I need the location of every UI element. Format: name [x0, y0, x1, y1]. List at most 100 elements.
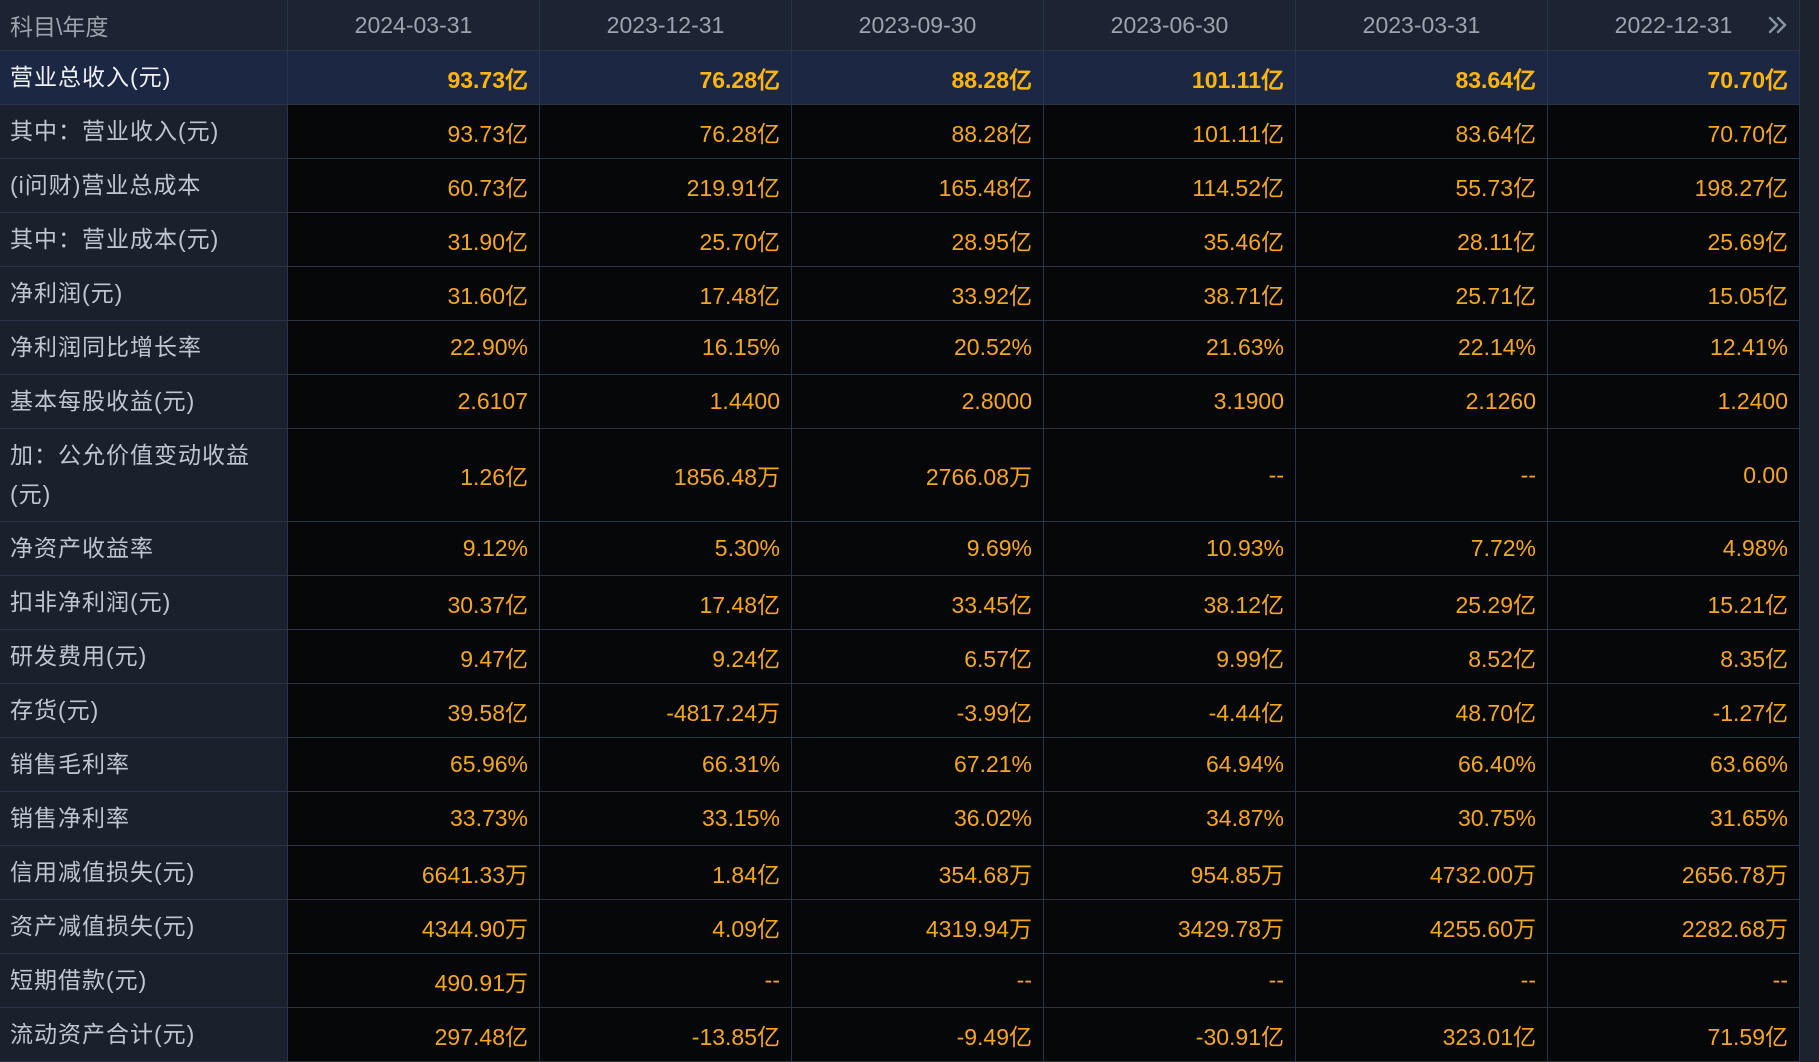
column-header: 2023-06-30	[1044, 0, 1296, 51]
value-cell: 114.52亿	[1044, 159, 1296, 213]
row-label[interactable]: 净资产收益率	[0, 522, 288, 576]
column-header-date: 2022-12-31	[1614, 11, 1733, 38]
value-cell: 31.65%	[1548, 792, 1800, 846]
value-cell: 4344.90万	[288, 900, 540, 954]
value-cell: -13.85亿	[540, 1008, 792, 1062]
value-cell: 28.11亿	[1296, 213, 1548, 267]
value-cell: 63.66%	[1548, 738, 1800, 792]
value-cell: 83.64亿	[1296, 51, 1548, 105]
row-label[interactable]: 净利润同比增长率	[0, 321, 288, 375]
value-cell: 165.48亿	[792, 159, 1044, 213]
value-cell: 1856.48万	[540, 429, 792, 522]
row-label[interactable]: 流动资产合计(元)	[0, 1008, 288, 1062]
row-label[interactable]: 其中：营业收入(元)	[0, 105, 288, 159]
value-cell: 7.72%	[1296, 522, 1548, 576]
row-label[interactable]: 信用减值损失(元)	[0, 846, 288, 900]
value-cell: 30.37亿	[288, 576, 540, 630]
value-cell: 31.60亿	[288, 267, 540, 321]
value-cell: 8.35亿	[1548, 630, 1800, 684]
value-cell: 83.64亿	[1296, 105, 1548, 159]
value-cell: 4.09亿	[540, 900, 792, 954]
row-label[interactable]: 销售净利率	[0, 792, 288, 846]
value-cell: 21.63%	[1044, 321, 1296, 375]
row-label[interactable]: 净利润(元)	[0, 267, 288, 321]
value-cell: 17.48亿	[540, 576, 792, 630]
row-label[interactable]: 其中：营业成本(元)	[0, 213, 288, 267]
row-label[interactable]: 加：公允价值变动收益(元)	[0, 429, 288, 522]
value-cell: 36.02%	[792, 792, 1044, 846]
value-cell: 198.27亿	[1548, 159, 1800, 213]
row-label[interactable]: 短期借款(元)	[0, 954, 288, 1008]
value-cell: 66.40%	[1296, 738, 1548, 792]
value-cell: -4.44亿	[1044, 684, 1296, 738]
value-cell: 101.11亿	[1044, 105, 1296, 159]
column-header: 2023-12-31	[540, 0, 792, 51]
value-cell: 297.48亿	[288, 1008, 540, 1062]
row-label[interactable]: (i问财)营业总成本	[0, 159, 288, 213]
value-cell: 2.6107	[288, 375, 540, 429]
column-header: 2022-12-31	[1548, 0, 1800, 51]
value-cell: 354.68万	[792, 846, 1044, 900]
row-label[interactable]: 销售毛利率	[0, 738, 288, 792]
value-cell: 88.28亿	[792, 105, 1044, 159]
value-cell: 3.1900	[1044, 375, 1296, 429]
column-header: 2023-03-31	[1296, 0, 1548, 51]
value-cell: --	[1044, 429, 1296, 522]
value-cell: 67.21%	[792, 738, 1044, 792]
value-cell: --	[1296, 429, 1548, 522]
row-label[interactable]: 营业总收入(元)	[0, 51, 288, 105]
value-cell: 64.94%	[1044, 738, 1296, 792]
value-cell: 10.93%	[1044, 522, 1296, 576]
value-cell: 6.57亿	[792, 630, 1044, 684]
row-label[interactable]: 资产减值损失(元)	[0, 900, 288, 954]
value-cell: 35.46亿	[1044, 213, 1296, 267]
column-header: 2024-03-31	[288, 0, 540, 51]
value-cell: 2.1260	[1296, 375, 1548, 429]
value-cell: 76.28亿	[540, 51, 792, 105]
value-cell: 9.69%	[792, 522, 1044, 576]
column-header-date: 2023-12-31	[606, 11, 725, 38]
value-cell: 66.31%	[540, 738, 792, 792]
value-cell: 4255.60万	[1296, 900, 1548, 954]
value-cell: --	[540, 954, 792, 1008]
value-cell: 101.11亿	[1044, 51, 1296, 105]
row-label[interactable]: 扣非净利润(元)	[0, 576, 288, 630]
value-cell: 8.52亿	[1296, 630, 1548, 684]
value-cell: 4319.94万	[792, 900, 1044, 954]
value-cell: 22.90%	[288, 321, 540, 375]
value-cell: 2.8000	[792, 375, 1044, 429]
value-cell: 9.47亿	[288, 630, 540, 684]
value-cell: 1.4400	[540, 375, 792, 429]
value-cell: 219.91亿	[540, 159, 792, 213]
column-header-date: 2023-06-30	[1110, 11, 1229, 38]
value-cell: 88.28亿	[792, 51, 1044, 105]
value-cell: 15.21亿	[1548, 576, 1800, 630]
value-cell: 25.29亿	[1296, 576, 1548, 630]
value-cell: 1.2400	[1548, 375, 1800, 429]
row-label[interactable]: 存货(元)	[0, 684, 288, 738]
column-header-date: 2024-03-31	[354, 11, 473, 38]
value-cell: -9.49亿	[792, 1008, 1044, 1062]
value-cell: -3.99亿	[792, 684, 1044, 738]
value-cell: -30.91亿	[1044, 1008, 1296, 1062]
value-cell: 33.92亿	[792, 267, 1044, 321]
next-columns-button[interactable]	[1767, 15, 1789, 35]
value-cell: 22.14%	[1296, 321, 1548, 375]
value-cell: 25.71亿	[1296, 267, 1548, 321]
value-cell: 9.12%	[288, 522, 540, 576]
value-cell: 5.30%	[540, 522, 792, 576]
row-label[interactable]: 研发费用(元)	[0, 630, 288, 684]
value-cell: 38.71亿	[1044, 267, 1296, 321]
value-cell: 9.99亿	[1044, 630, 1296, 684]
header-corner-label: 科目\年度	[0, 0, 288, 51]
value-cell: 39.58亿	[288, 684, 540, 738]
value-cell: 33.45亿	[792, 576, 1044, 630]
row-label[interactable]: 基本每股收益(元)	[0, 375, 288, 429]
value-cell: 25.70亿	[540, 213, 792, 267]
column-header-date: 2023-09-30	[858, 11, 977, 38]
value-cell: 490.91万	[288, 954, 540, 1008]
value-cell: 38.12亿	[1044, 576, 1296, 630]
value-cell: 71.59亿	[1548, 1008, 1800, 1062]
